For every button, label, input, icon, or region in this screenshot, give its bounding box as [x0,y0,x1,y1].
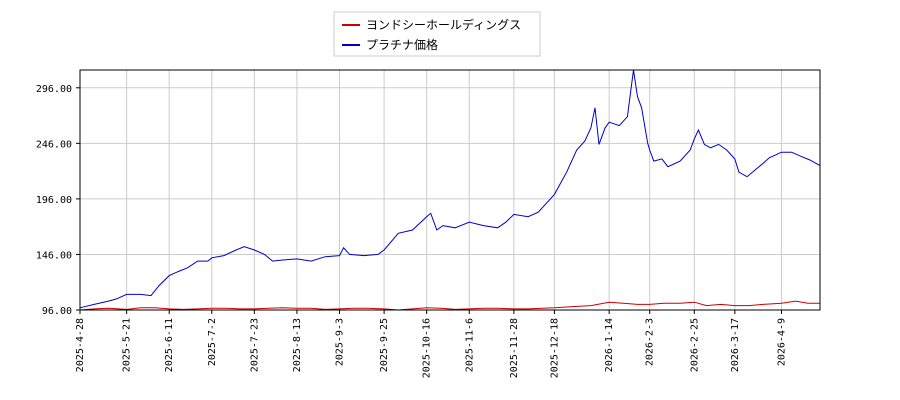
x-tick-label: 2025-12-18 [549,318,560,378]
x-tick-label: 2025-5-21 [122,318,133,372]
x-tick-label: 2025-4-28 [75,318,86,372]
x-tick-label: 2025-6-11 [164,318,175,372]
legend-label-series-1: ヨンドシーホールディングス [366,17,521,32]
x-tick-label: 2025-9-3 [335,318,346,366]
x-tick-label: 2026-1-14 [604,318,615,372]
y-tick-label: 246.00 [36,139,72,150]
y-tick-label: 146.00 [36,250,72,261]
x-tick-label: 2026-4-9 [776,318,787,366]
grid-lines [79,70,820,311]
x-tick-label: 2025-8-13 [292,318,303,372]
y-tick-label: 96.00 [42,306,72,317]
y-tick-label: 296.00 [36,84,72,95]
x-tick-label: 2025-7-2 [207,318,218,366]
x-axis: 2025-4-28 2025-5-21 2025-6-11 2025-7-2 2025-… [75,310,787,378]
legend: ヨンドシーホールディングス プラチナ価格 [333,11,541,57]
x-tick-label: 2026-2-3 [645,318,656,366]
legend-box [333,11,541,57]
series-layer [79,69,821,311]
y-axis: 96.00 146.00 196.00 246.00 296.00 [36,84,80,317]
x-tick-label: 2025-11-28 [509,318,520,378]
series-line-1 [79,300,820,311]
x-tick-label: 2025-11-6 [464,318,475,372]
legend-label-series-2: プラチナ価格 [366,37,438,52]
x-tick-label: 2025-9-25 [379,318,390,372]
x-tick-label: 2025-7-23 [249,318,260,372]
x-tick-label: 2026-2-25 [689,318,700,372]
x-tick-label: 2026-3-17 [730,318,741,372]
y-tick-label: 196.00 [36,195,72,206]
plot-frame [79,69,821,311]
x-tick-label: 2025-10-16 [422,318,433,378]
series-line-2 [79,69,821,309]
